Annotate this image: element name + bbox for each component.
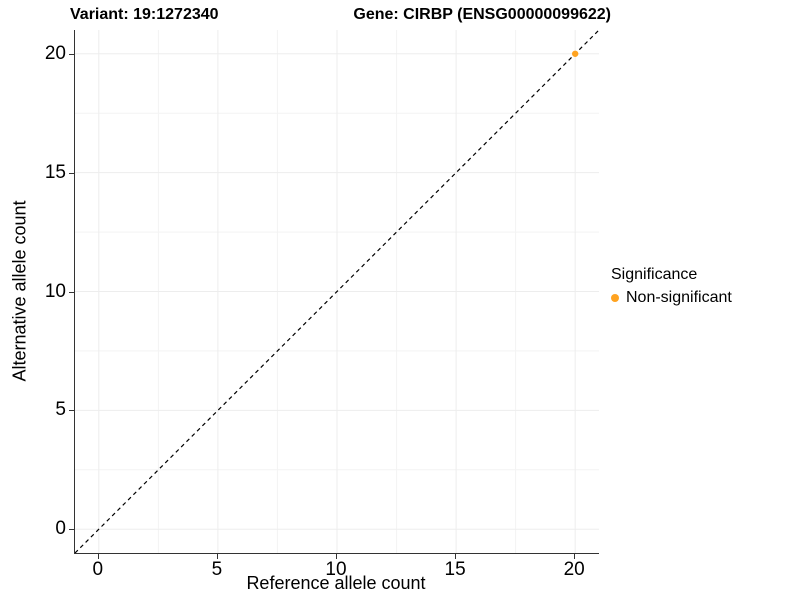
y-tick-mark bbox=[69, 291, 74, 293]
y-tick-mark bbox=[69, 529, 74, 531]
data-point bbox=[571, 50, 579, 57]
y-tick-label: 0 bbox=[55, 518, 66, 540]
x-tick-label: 15 bbox=[444, 559, 466, 580]
legend: Significance Non-significant bbox=[611, 266, 732, 307]
plot-title-gene: Gene: CIRBP (ENSG00000099622) bbox=[353, 6, 611, 23]
x-tick-label: 5 bbox=[211, 559, 223, 580]
x-tick-mark bbox=[574, 554, 576, 559]
plot-title-variant: Variant: 19:1272340 bbox=[70, 6, 219, 23]
x-tick-mark bbox=[455, 554, 457, 559]
legend-point-icon bbox=[611, 294, 619, 302]
x-tick-mark bbox=[336, 554, 337, 559]
y-tick-mark bbox=[69, 172, 74, 174]
x-tick-label: 20 bbox=[563, 559, 585, 580]
x-axis-title: Reference allele count bbox=[246, 573, 426, 593]
y-tick-label: 5 bbox=[55, 399, 66, 421]
legend-entry-label: Non-significant bbox=[626, 289, 732, 306]
scatter-plot-canvas bbox=[75, 30, 599, 553]
y-tick-label: 20 bbox=[44, 42, 66, 64]
y-tick-label: 15 bbox=[44, 161, 66, 183]
x-tick-mark bbox=[216, 554, 218, 559]
y-tick-label: 10 bbox=[44, 280, 66, 302]
x-tick-mark bbox=[97, 554, 99, 559]
legend-entry-non-significant: Non-significant bbox=[611, 289, 732, 307]
y-tick-mark bbox=[69, 53, 74, 55]
plot-title-row: Variant: 19:1272340 Gene: CIRBP (ENSG000… bbox=[70, 6, 611, 24]
x-tick-label: 0 bbox=[92, 559, 104, 580]
plot-panel bbox=[74, 30, 599, 554]
y-tick-mark bbox=[69, 410, 74, 412]
identity-reference-line bbox=[75, 30, 599, 553]
legend-title: Significance bbox=[611, 266, 698, 283]
x-tick-label: 10 bbox=[325, 559, 347, 580]
